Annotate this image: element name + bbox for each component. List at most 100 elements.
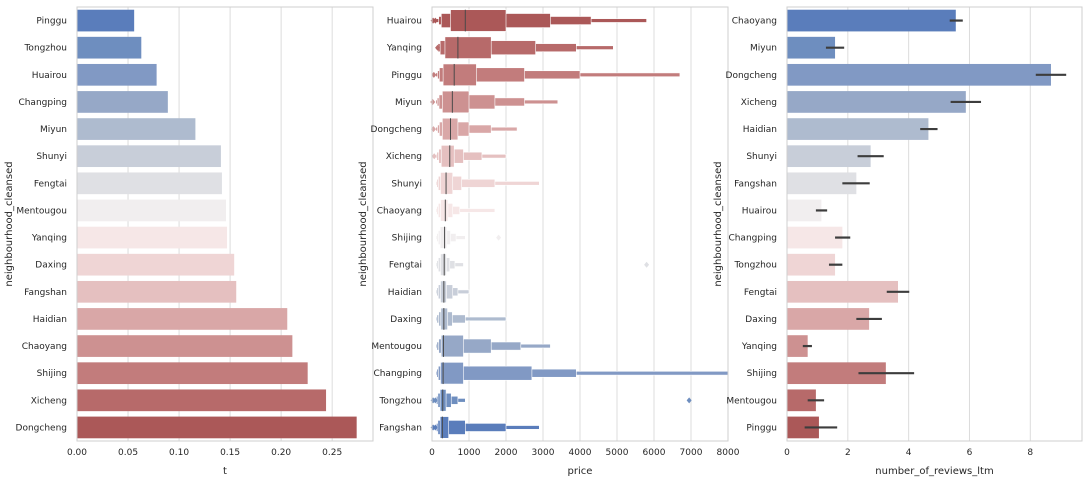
y-tick-label-pinggu: Pinggu: [391, 71, 422, 81]
bar-shunyi: [77, 145, 221, 168]
x-tick-label-3: 6: [967, 448, 973, 458]
x-axis-label: t: [223, 466, 227, 477]
y-tick-label-xicheng: Xicheng: [741, 98, 777, 108]
bar-miyun: [787, 36, 836, 59]
y-tick-label-fangshan: Fangshan: [379, 423, 422, 433]
x-tick-label-4: 8: [1027, 448, 1033, 458]
x-tick-label-3: 3000: [532, 448, 555, 458]
panel-price-boxen-chart: Huairou Yanqing Pinggu Miyun Dongcheng Xichen…: [358, 6, 740, 477]
panel-t-bar-chart: Pinggu Tongzhou Huairou Changping Miyun Shuny…: [4, 6, 374, 477]
x-tick-label-0: 0: [784, 448, 790, 458]
x-axis-label: price: [568, 466, 593, 477]
bar-dongcheng: [77, 416, 357, 439]
y-axis-label: neighbourhood_cleansed: [713, 161, 724, 286]
y-tick-label-shunyi: Shunyi: [746, 152, 777, 162]
bar-huairou: [787, 199, 822, 222]
x-tick-label-3: 0.15: [220, 448, 240, 458]
x-tick-label-1: 1000: [458, 448, 481, 458]
y-tick-label-huairou: Huairou: [742, 206, 777, 216]
bar-miyun: [77, 118, 196, 140]
outlier-xicheng-0: [431, 153, 437, 160]
bar-changping: [77, 91, 168, 113]
x-tick-label-1: 0.05: [118, 448, 138, 458]
x-tick-label-0: 0.00: [67, 448, 87, 458]
bar-yanqing: [787, 335, 808, 357]
y-axis-label: neighbourhood_cleansed: [358, 161, 369, 286]
bar-fengtai: [77, 172, 222, 195]
y-tick-label-tongzhou: Tongzhou: [378, 396, 422, 406]
y-tick-label-xicheng: Xicheng: [386, 152, 422, 162]
y-tick-label-shijing: Shijing: [392, 234, 422, 244]
bar-pinggu: [787, 416, 819, 439]
bar-xicheng: [77, 389, 327, 412]
y-tick-label-mentougou: Mentougou: [726, 396, 777, 406]
y-tick-label-dongcheng: Dongcheng: [726, 71, 777, 81]
box-level-4-chaoyang: [435, 208, 496, 213]
box-level-1-miyun: [442, 90, 470, 114]
y-tick-label-huairou: Huairou: [32, 71, 67, 81]
x-tick-label-4: 0.20: [271, 448, 291, 458]
bar-fengtai: [787, 280, 899, 303]
bar-haidian: [787, 118, 929, 140]
y-tick-label-chaoyang: Chaoyang: [22, 342, 67, 352]
bar-tongzhou: [77, 36, 142, 59]
y-tick-label-fangshan: Fangshan: [24, 288, 67, 298]
y-tick-label-yanqing: Yanqing: [386, 44, 422, 54]
x-tick-label-5: 5000: [606, 448, 629, 458]
y-tick-label-miyun: Miyun: [750, 44, 777, 54]
box-level-3-shunyi: [436, 178, 496, 188]
x-tick-label-1: 2: [845, 448, 851, 458]
axes-frame: [786, 6, 1083, 442]
axes-frame: [431, 6, 729, 442]
box-level-1-fangshan: [439, 416, 449, 439]
y-axis-label: neighbourhood_cleansed: [4, 161, 15, 286]
bar-huairou: [77, 63, 157, 86]
bar-daxing: [77, 253, 235, 276]
y-tick-label-daxing: Daxing: [35, 261, 67, 271]
y-tick-label-dongcheng: Dongcheng: [371, 125, 422, 135]
bar-chaoyang: [77, 335, 293, 357]
outlier-huairou-1: [432, 17, 438, 24]
outlier-tongzhou-1: [432, 397, 438, 404]
bar-xicheng: [787, 91, 966, 113]
y-tick-label-shijing: Shijing: [747, 369, 777, 379]
bar-fangshan: [787, 172, 857, 195]
y-tick-label-pinggu: Pinggu: [36, 17, 67, 27]
box-level-1-huairou: [450, 9, 507, 32]
y-tick-label-tongzhou: Tongzhou: [23, 44, 67, 54]
panel-reviews-bar-chart: Chaoyang Miyun Dongcheng Xicheng Haidian Shun…: [713, 6, 1083, 477]
bar-mentougou: [77, 199, 227, 222]
box-level-1-chaoyang: [440, 199, 449, 222]
box-level-1-changping: [440, 362, 464, 385]
x-tick-label-5: 0.25: [322, 448, 342, 458]
y-tick-label-daxing: Daxing: [745, 315, 777, 325]
y-tick-label-changping: Changping: [18, 98, 67, 108]
x-tick-label-2: 4: [906, 448, 912, 458]
y-tick-label-changping: Changping: [373, 369, 422, 379]
bar-shijing: [787, 362, 886, 385]
y-tick-label-chaoyang: Chaoyang: [732, 17, 777, 27]
y-tick-label-shunyi: Shunyi: [36, 152, 67, 162]
outlier-fengtai-0: [644, 261, 650, 268]
bar-pinggu: [77, 9, 135, 32]
y-tick-label-yanqing: Yanqing: [31, 234, 67, 244]
bar-chaoyang: [787, 9, 956, 32]
box-level-4-daxing: [435, 316, 507, 322]
y-tick-label-haidian: Haidian: [388, 288, 422, 298]
x-tick-label-2: 2000: [495, 448, 518, 458]
axes-frame: [76, 6, 374, 442]
y-tick-label-tongzhou: Tongzhou: [733, 261, 777, 271]
y-tick-label-huairou: Huairou: [387, 17, 422, 27]
bar-dongcheng: [787, 63, 1051, 86]
bar-daxing: [787, 308, 870, 330]
bar-tongzhou: [787, 253, 836, 276]
y-tick-label-mentougou: Mentougou: [16, 206, 67, 216]
y-tick-label-miyun: Miyun: [40, 125, 67, 135]
y-tick-label-daxing: Daxing: [390, 315, 422, 325]
box-level-1-shijing: [439, 226, 448, 249]
box-level-1-xicheng: [440, 145, 455, 168]
bar-shunyi: [787, 145, 871, 168]
x-tick-label-7: 7000: [680, 448, 703, 458]
y-tick-label-dongcheng: Dongcheng: [16, 423, 67, 433]
